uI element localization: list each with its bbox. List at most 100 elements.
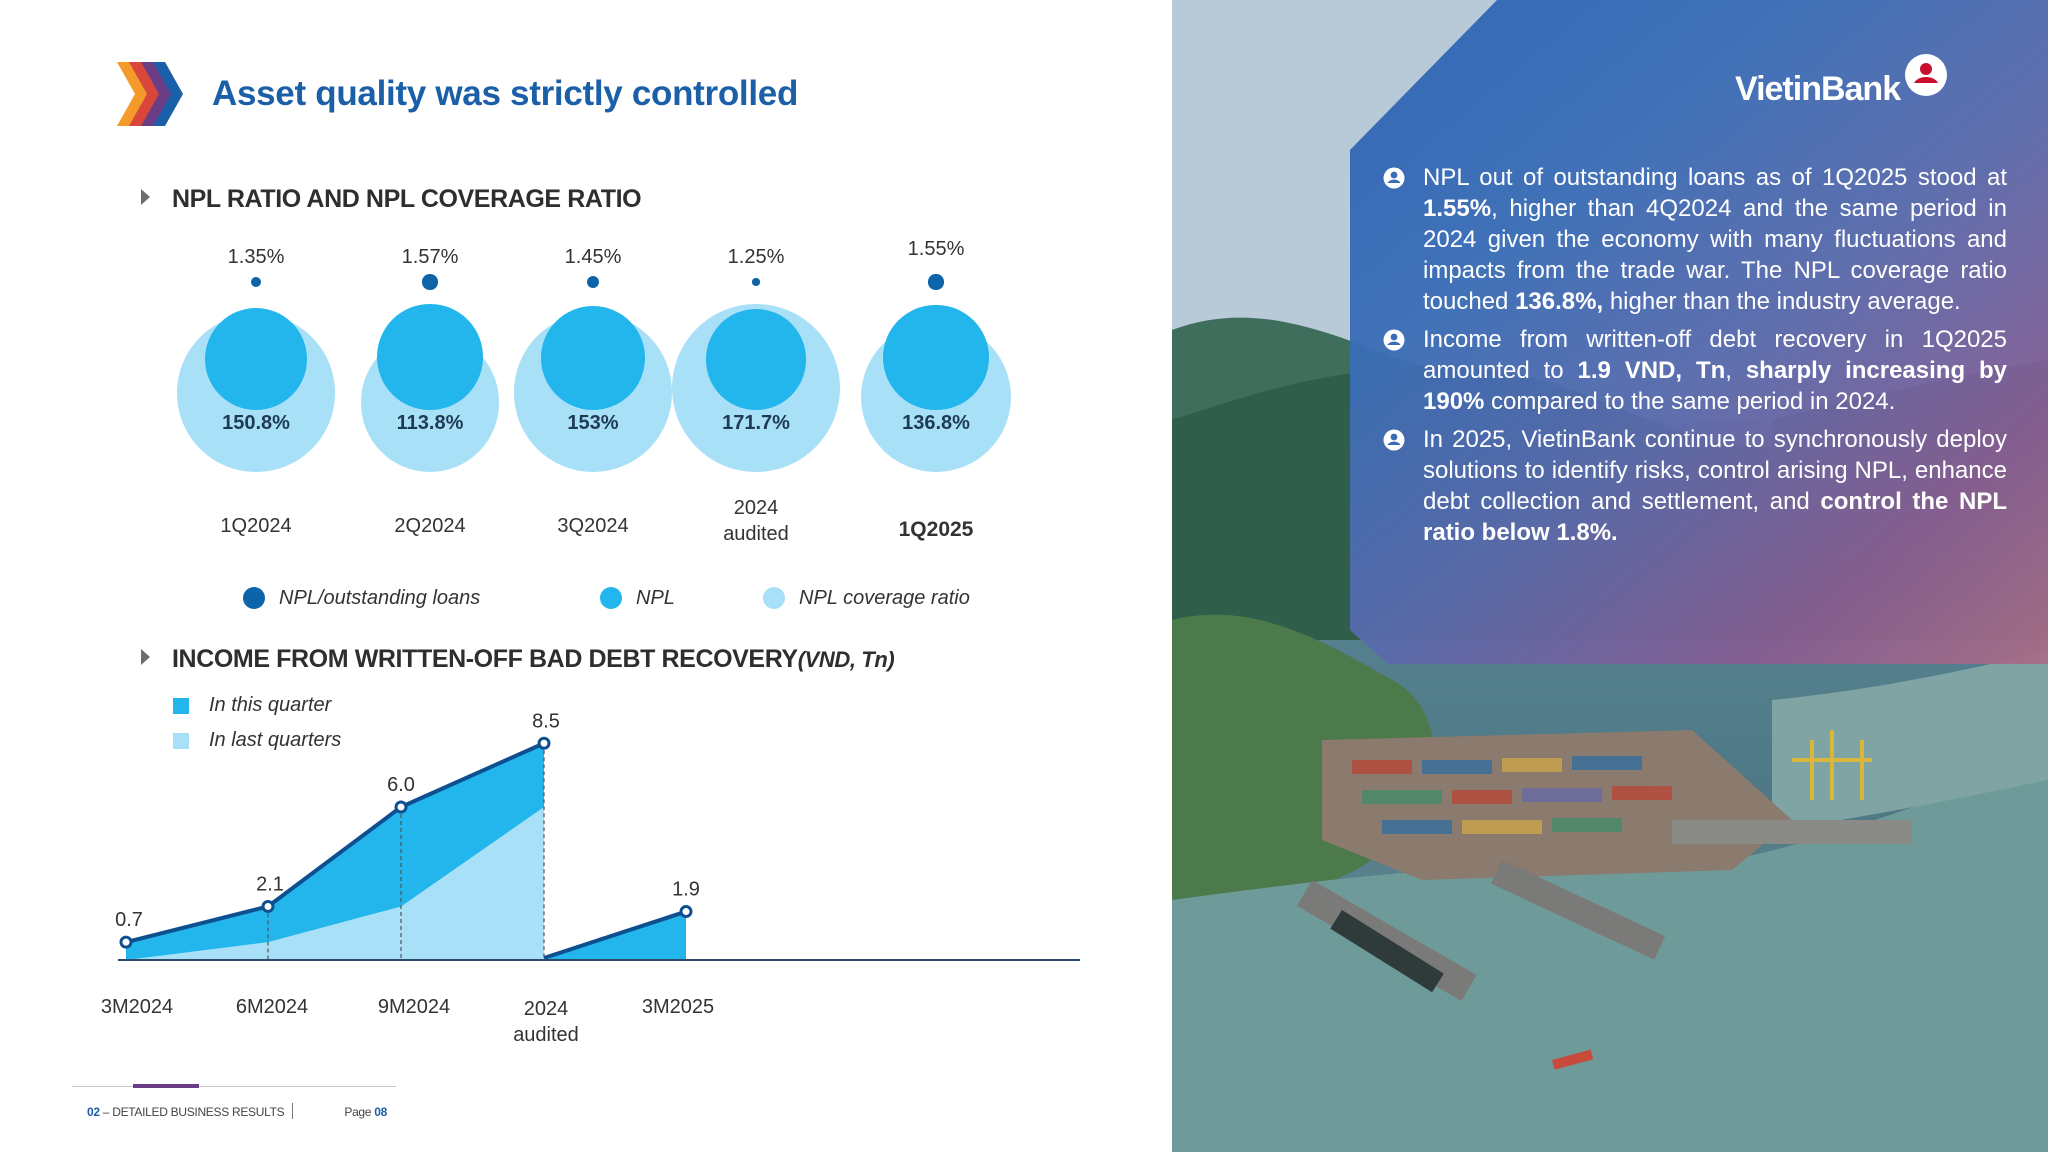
bullet-emphasis: control the NPL ratio below 1.8%.: [1423, 488, 2007, 546]
bullet-emphasis: 136.8%,: [1515, 288, 1604, 315]
legend-coverage: NPL coverage ratio: [763, 584, 970, 612]
bullet-text: Income from written-off debt recovery in…: [1423, 326, 2007, 384]
period-label: 9M2024: [377, 996, 451, 1018]
legend-this-quarter: In this quarter: [173, 694, 331, 717]
period-label: 3Q2024: [557, 515, 629, 537]
area-last-quarters: [126, 807, 544, 960]
period-label: 2024 audited: [513, 998, 579, 1046]
bullet-item: NPL out of outstanding loans as of 1Q202…: [1383, 162, 2007, 317]
legend-label: In last quarters: [209, 729, 342, 751]
bullet-text: higher than the industry average.: [1603, 288, 1961, 315]
bullet-emphasis: sharply increasing by 190%: [1423, 357, 2007, 415]
info-panel: [1350, 0, 2048, 664]
income-unit: (VND, Tn): [797, 647, 895, 672]
bullet-logo-icon: [1383, 329, 1405, 351]
footer-divider: [72, 1086, 396, 1087]
period-label: 3M2024: [100, 996, 174, 1018]
footer-separator: [292, 1103, 294, 1119]
caret-right-icon: [141, 649, 150, 665]
npl-ratio-dot: [586, 275, 600, 289]
footer-page-number: 08: [374, 1105, 387, 1119]
legend-label: NPL: [636, 586, 675, 609]
data-label: 6.0: [387, 774, 415, 796]
data-point: [537, 736, 551, 750]
brand-wordmark: VietinBank: [1735, 70, 1901, 108]
bullet-text: , higher than 4Q2024 and the same period…: [1423, 195, 2007, 315]
period-label: 2Q2024: [394, 515, 466, 537]
npl-ratio-dot: [752, 278, 760, 286]
data-point: [261, 899, 275, 913]
npl-ratio-label: 1.57%: [401, 246, 459, 268]
coverage-value-label: 171.7%: [722, 412, 790, 434]
period-label: 6M2024: [235, 996, 309, 1018]
period-label: 1Q2025: [898, 518, 974, 541]
npl-heading-text: NPL RATIO AND NPL COVERAGE RATIO: [172, 185, 642, 213]
caret-right-icon: [141, 189, 150, 205]
bullet-item: In 2025, VietinBank continue to synchron…: [1383, 424, 2007, 548]
period-label: 2024 audited: [723, 497, 789, 545]
period-label: 3M2025: [641, 996, 715, 1018]
npl-circle: [883, 304, 989, 410]
income-area-chart: 0.7 2.1 6.0 8.5 1.9: [115, 710, 1080, 961]
bullet-list: NPL out of outstanding loans as of 1Q202…: [1383, 162, 2007, 555]
area-this-quarter-2025: [544, 911, 686, 960]
footer-section-number: 02: [87, 1105, 100, 1119]
footer-accent-bar: [133, 1084, 199, 1088]
bullet-text: ,: [1725, 357, 1746, 384]
bullet-item: Income from written-off debt recovery in…: [1383, 324, 2007, 417]
data-label: 2.1: [256, 873, 284, 895]
bullet-text: NPL out of outstanding loans as of 1Q202…: [1423, 164, 2007, 191]
chevron-logo-icon: [117, 62, 183, 126]
coverage-value-label: 136.8%: [902, 412, 970, 434]
coverage-value-label: 113.8%: [396, 412, 464, 434]
bullet-text: compared to the same period in 2024.: [1484, 388, 1896, 415]
legend-label: NPL coverage ratio: [799, 586, 970, 609]
series-line-2024: [125, 741, 545, 945]
legend-swatch-coverage: [763, 587, 785, 609]
data-point: [679, 905, 693, 919]
npl-ratio-dot: [422, 274, 438, 290]
data-label: 0.7: [115, 909, 143, 931]
data-label: 8.5: [532, 710, 560, 732]
bullet-logo-icon: [1383, 167, 1405, 189]
bullet-text: In 2025, VietinBank continue to synchron…: [1423, 426, 2007, 515]
npl-ratio-dot: [251, 277, 261, 287]
footer: 02 – DETAILED BUSINESS RESULTS Page 08: [87, 1103, 387, 1119]
data-point: [119, 935, 133, 949]
footer-page-label: Page: [344, 1105, 372, 1119]
legend-swatch-this-quarter: [173, 697, 189, 714]
bullet-emphasis: 1.55%: [1423, 195, 1492, 222]
coverage-value-label: 153%: [567, 412, 619, 434]
bullet-logo-icon: [1383, 429, 1405, 451]
period-label: 1Q2024: [220, 515, 292, 537]
legend-label: In this quarter: [209, 694, 332, 716]
bullet-emphasis: 1.9 VND, Tn: [1577, 357, 1726, 384]
legend-swatch-dot: [243, 587, 265, 609]
npl-circle: [541, 306, 645, 410]
legend-swatch-last-quarters: [173, 732, 189, 749]
data-point: [394, 800, 408, 814]
legend-last-quarters: In last quarters: [173, 729, 341, 752]
npl-ratio-label: 1.35%: [227, 246, 285, 268]
npl-ratio-label: 1.45%: [564, 246, 622, 268]
series-line-2025: [543, 909, 687, 960]
npl-circle: [705, 309, 807, 410]
npl-bubble-chart: 1.35% 150.8% 1Q2024 1.57% 113.8% 2Q2024 1.45% 1…: [0, 0, 1172, 630]
income-heading-text: INCOME FROM WRITTEN-OFF BAD DEBT RECOVER…: [172, 645, 798, 673]
income-section-heading: INCOME FROM WRITTEN-OFF BAD DEBT RECOVER…: [141, 645, 895, 674]
npl-ratio-label: 1.25%: [727, 246, 785, 268]
legend-npl-outstanding: NPL/outstanding loans: [243, 584, 480, 612]
npl-circle: [204, 307, 308, 410]
vietinbank-logo-icon: [1905, 54, 1947, 96]
coverage-value-label: 150.8%: [222, 412, 290, 434]
legend-npl: NPL: [600, 584, 675, 612]
npl-ratio-label: 1.55%: [907, 238, 965, 260]
npl-ratio-dot: [928, 274, 944, 290]
npl-circle: [377, 304, 483, 410]
legend-swatch-npl: [600, 587, 622, 609]
data-label: 1.9: [672, 879, 700, 901]
page-title: Asset quality was strictly controlled: [212, 74, 799, 113]
npl-section-heading: NPL RATIO AND NPL COVERAGE RATIO: [141, 185, 642, 214]
legend-label: NPL/outstanding loans: [279, 586, 481, 609]
footer-section-text: – DETAILED BUSINESS RESULTS: [102, 1105, 285, 1119]
